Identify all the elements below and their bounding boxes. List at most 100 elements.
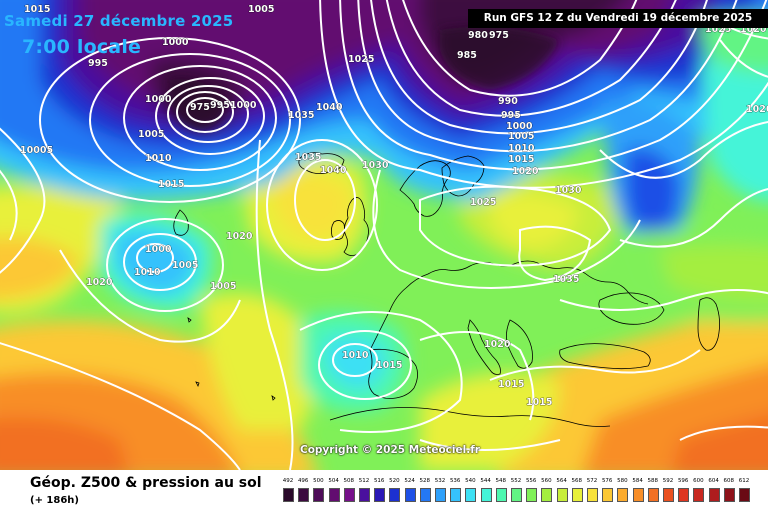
pressure-label: 980 <box>468 30 488 41</box>
legend-swatch <box>571 488 583 502</box>
z500-color-field <box>0 0 768 470</box>
pressure-label: 1015 <box>24 4 50 15</box>
legend-tick-label: 532 <box>434 478 446 484</box>
pressure-label: 1000 <box>145 244 172 255</box>
legend-tick-label: 572 <box>586 478 598 484</box>
pressure-label: 1025 <box>705 24 731 35</box>
legend-tick-label: 596 <box>677 478 689 484</box>
pressure-label: 1020 <box>512 166 539 177</box>
legend-tick-label: 524 <box>404 478 415 484</box>
pressure-label: 995 <box>210 100 230 111</box>
legend-swatch <box>465 488 477 502</box>
pressure-label: 1000 <box>162 37 189 48</box>
legend-tick-label: 552 <box>510 478 522 484</box>
legend-tick-label: 564 <box>556 478 567 484</box>
valid-date: Samedi 27 décembre 2025 <box>4 12 234 30</box>
pressure-label: 1020 <box>740 24 767 35</box>
pressure-label: 1000 <box>230 100 257 111</box>
legend-tick-label: 504 <box>328 478 339 484</box>
legend-swatch <box>389 488 401 502</box>
legend-tick-label: 528 <box>419 478 431 484</box>
legend-tick-label: 604 <box>708 478 719 484</box>
legend-swatch <box>708 488 720 502</box>
pressure-label: 1015 <box>158 179 184 190</box>
legend-tick-label: 556 <box>525 478 537 484</box>
legend-tick-label: 516 <box>373 478 385 484</box>
pressure-label: 1040 <box>316 102 343 113</box>
pressure-label: 1035 <box>553 274 579 285</box>
legend-tick-label: 568 <box>571 478 583 484</box>
pressure-label: 1015 <box>376 360 402 371</box>
pressure-label: 10005 <box>20 145 53 156</box>
legend-tick-label: 548 <box>495 478 507 484</box>
lead-time: (+ 186h) <box>30 495 79 506</box>
color-legend: 492 496 500 504 508 512 516 520 524 528 532 536 540 5… <box>283 478 755 508</box>
legend-swatch <box>739 488 750 502</box>
legend-tick-label: 608 <box>723 478 735 484</box>
pressure-label: 1015 <box>526 397 552 408</box>
legend-swatch <box>663 488 674 502</box>
pressure-label: 995 <box>501 110 521 121</box>
pressure-label: 1010 <box>134 267 161 278</box>
pressure-label: 1025 <box>348 54 374 65</box>
pressure-label: 1005 <box>248 4 274 15</box>
legend-swatch <box>313 488 325 502</box>
pressure-label: 1015 <box>498 379 524 390</box>
pressure-label: 1000 <box>145 94 172 105</box>
legend-tick-label: 560 <box>541 478 552 484</box>
legend-swatch <box>693 488 705 502</box>
valid-time: 7:00 locale <box>22 36 142 58</box>
legend-tick-label: 496 <box>297 478 309 484</box>
pressure-label: 1010 <box>342 350 369 361</box>
legend-swatch <box>283 488 294 502</box>
legend-tick-label: 612 <box>738 478 750 484</box>
legend-swatch <box>435 488 446 502</box>
legend-tick-label: 492 <box>282 478 294 484</box>
legend-swatch <box>404 488 416 502</box>
pressure-label: 1040 <box>320 165 347 176</box>
pressure-label: 990 <box>498 96 518 107</box>
isobars <box>0 0 768 470</box>
map-title: Géop. Z500 & pression au sol <box>30 475 262 491</box>
legend-swatch <box>617 488 629 502</box>
pressure-label: 1020 <box>746 104 768 115</box>
pressure-label: 985 <box>457 50 477 61</box>
pressure-label: 1030 <box>362 160 389 171</box>
pressure-label: 995 <box>88 58 108 69</box>
legend-swatch <box>723 488 735 502</box>
legend-tick-label: 520 <box>389 478 400 484</box>
legend-swatch <box>480 488 492 502</box>
pressure-labels: 1005 1000 995 1000 975 995 1000 1005 101… <box>20 4 768 409</box>
legend-swatch <box>419 488 431 502</box>
legend-swatch <box>298 488 310 502</box>
pressure-label: 975 <box>489 30 509 41</box>
pressure-label: 1035 <box>288 110 314 121</box>
legend-swatch <box>602 488 614 502</box>
pressure-label: 1005 <box>172 260 198 271</box>
legend-swatch <box>541 488 553 502</box>
legend-swatch <box>526 488 538 502</box>
geopotential-map: 1005 1000 995 1000 975 995 1000 1005 101… <box>0 0 768 470</box>
legend-tick-label: 508 <box>343 478 355 484</box>
pressure-label: 1020 <box>226 231 253 242</box>
pressure-label: 1015 <box>508 154 534 165</box>
legend-swatch <box>374 488 386 502</box>
legend-tick-label: 580 <box>617 478 628 484</box>
legend-swatch <box>328 488 340 502</box>
legend-tick-label: 600 <box>693 478 704 484</box>
legend-swatch <box>359 488 370 502</box>
legend-tick-label: 500 <box>313 478 324 484</box>
legend-swatch <box>556 488 568 502</box>
legend-tick-label: 576 <box>601 478 613 484</box>
pressure-label: 1020 <box>484 339 511 350</box>
run-info: Run GFS 12 Z du Vendredi 19 décembre 202… <box>468 9 768 28</box>
pressure-label: 1010 <box>145 153 172 164</box>
legend-swatch <box>632 488 644 502</box>
legend-swatch <box>495 488 507 502</box>
pressure-label: 1030 <box>555 185 582 196</box>
legend-swatch <box>511 488 522 502</box>
copyright-notice: Copyright © 2025 Meteociel.fr <box>300 444 480 456</box>
pressure-label: 1000 <box>506 121 533 132</box>
legend-swatch <box>343 488 355 502</box>
legend-tick-label: 512 <box>358 478 370 484</box>
